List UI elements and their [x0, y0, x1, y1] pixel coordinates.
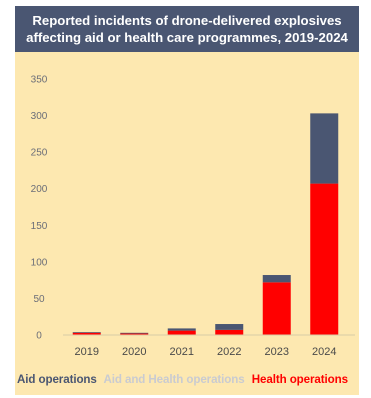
bar-segment: [120, 333, 149, 335]
legend-item-aid: Aid operations: [17, 373, 97, 386]
y-tick-label: 150: [31, 221, 48, 232]
y-tick-label: 300: [31, 111, 48, 122]
bar-segment: [310, 113, 339, 184]
bar-segment: [215, 329, 244, 335]
x-tick-label: 2020: [122, 346, 146, 358]
x-tick-label: 2024: [312, 346, 336, 358]
y-tick-label: 250: [31, 148, 48, 159]
y-tick-label: 100: [31, 257, 48, 268]
y-tick-label: 350: [31, 75, 48, 86]
y-tick-label: 50: [33, 294, 45, 305]
bars: [72, 113, 339, 335]
legend-item-aid-and-health: Aid and Health operations: [103, 373, 245, 386]
bar-segment: [215, 324, 244, 330]
bar-segment: [262, 275, 291, 283]
bar-segment: [262, 282, 291, 335]
legend: Aid operations Aid and Health operations…: [17, 373, 359, 386]
chart-title-bar: Reported incidents of drone-delivered ex…: [15, 6, 359, 52]
y-tick-label: 0: [36, 331, 42, 342]
bar-segment: [72, 332, 101, 333]
legend-item-health: Health operations: [251, 373, 348, 386]
bar-segment: [72, 332, 101, 335]
chart-panel: Reported incidents of drone-delivered ex…: [15, 6, 359, 395]
bar-segment: [310, 183, 339, 335]
x-tick-label: 2019: [75, 346, 99, 358]
chart-title: Reported incidents of drone-delivered ex…: [26, 13, 348, 45]
bar-segment: [167, 330, 196, 335]
x-axis-ticks: 2019 2020 2021 2022 2023 2024: [75, 346, 337, 358]
bar-segment: [167, 328, 196, 331]
y-tick-label: 200: [31, 184, 48, 195]
x-tick-label: 2022: [217, 346, 241, 358]
bar-segment: [120, 332, 149, 334]
x-tick-label: 2021: [170, 346, 194, 358]
x-tick-label: 2023: [265, 346, 289, 358]
y-axis-ticks: 0 50 100 150 200 250 300 350: [31, 75, 48, 342]
